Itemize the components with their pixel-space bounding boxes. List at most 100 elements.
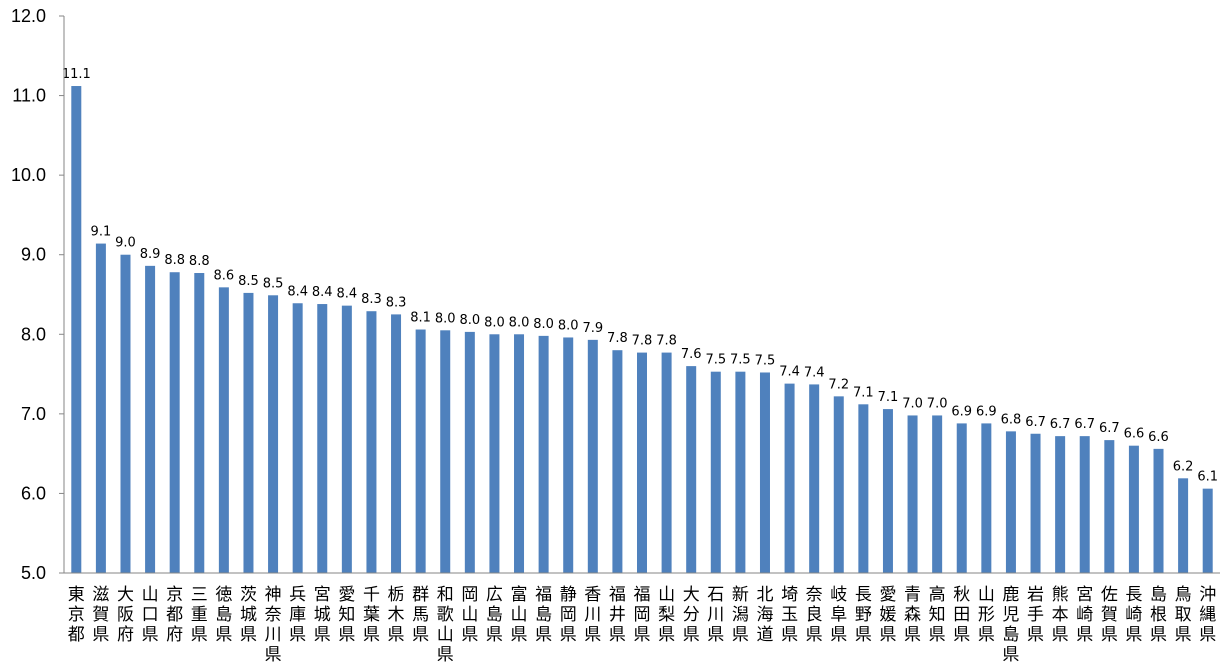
- bars: [71, 86, 1213, 573]
- category-label: 山口県: [142, 585, 159, 645]
- data-label: 7.5: [755, 353, 776, 368]
- category-label: 奈良県: [806, 585, 823, 645]
- category-label: 東京都: [68, 585, 85, 645]
- bar: [366, 311, 377, 573]
- bar: [932, 415, 943, 573]
- category-label: 山形県: [978, 585, 995, 645]
- bar: [710, 371, 721, 573]
- data-label: 8.0: [533, 317, 554, 332]
- data-label: 8.3: [386, 295, 407, 310]
- data-label: 11.1: [62, 67, 91, 82]
- data-label: 6.2: [1173, 459, 1194, 474]
- category-label: 愛知県: [338, 585, 355, 645]
- data-label: 8.8: [189, 254, 210, 269]
- bar: [169, 272, 180, 573]
- y-tick-label: 11.0: [12, 86, 46, 106]
- category-label: 埼玉県: [781, 585, 798, 645]
- bar: [218, 287, 229, 573]
- data-label: 7.8: [656, 334, 677, 349]
- category-label: 茨城県: [240, 585, 257, 645]
- bar: [956, 423, 967, 573]
- category-label: 熊本県: [1052, 585, 1069, 645]
- data-label: 8.3: [361, 292, 382, 307]
- category-label: 宮城県: [314, 585, 331, 645]
- y-tick-label: 6.0: [21, 483, 46, 503]
- data-label: 8.4: [312, 285, 333, 300]
- bar: [1030, 433, 1041, 573]
- bar: [268, 295, 279, 573]
- category-label: 沖縄県: [1199, 585, 1216, 645]
- bar: [538, 335, 549, 573]
- data-label: 8.9: [140, 247, 161, 262]
- data-label: 8.0: [459, 313, 480, 328]
- bar: [292, 303, 303, 573]
- bar: [833, 396, 844, 573]
- data-label: 8.0: [435, 311, 456, 326]
- bar: [1128, 445, 1139, 573]
- data-label: 6.1: [1197, 470, 1218, 485]
- category-label: 香川県: [584, 585, 601, 645]
- data-label: 6.7: [1025, 415, 1046, 430]
- data-label: 9.1: [91, 225, 112, 240]
- category-label: 群馬県: [412, 585, 429, 645]
- bar: [1005, 431, 1016, 573]
- category-label: 佐賀県: [1101, 585, 1118, 645]
- category-label: 滋賀県: [92, 585, 109, 645]
- category-label: 宮崎県: [1076, 585, 1093, 645]
- category-label: 鹿児島県: [1002, 585, 1019, 665]
- category-label: 山梨県: [658, 585, 675, 645]
- bar: [341, 305, 352, 573]
- data-label: 6.8: [1001, 412, 1022, 427]
- bar: [1055, 436, 1066, 573]
- data-label: 6.9: [976, 404, 997, 419]
- category-label: 青森県: [904, 585, 921, 645]
- bar: [1202, 488, 1213, 573]
- data-label: 8.5: [263, 276, 284, 291]
- bar: [440, 330, 451, 573]
- data-label: 8.0: [558, 318, 579, 333]
- category-label: 高知県: [929, 585, 946, 645]
- bar: [464, 331, 475, 573]
- bar: [907, 415, 918, 573]
- bar: [882, 409, 893, 573]
- data-label: 9.0: [115, 236, 136, 251]
- y-tick-label: 9.0: [21, 245, 46, 265]
- category-label: 長崎県: [1125, 585, 1142, 645]
- bar: [514, 334, 525, 573]
- category-label: 新潟県: [732, 585, 749, 645]
- category-label: 石川県: [707, 585, 724, 645]
- data-label: 8.0: [484, 315, 505, 330]
- data-label: 7.0: [902, 396, 923, 411]
- data-label: 8.4: [287, 284, 308, 299]
- category-label: 岡山県: [461, 585, 478, 645]
- data-label: 8.6: [214, 268, 235, 283]
- y-axis: 5.0 6.0 7.0 8.0 9.0 10.0 11.0 12.0: [11, 6, 64, 583]
- category-label: 愛媛県: [879, 585, 896, 645]
- bar: [686, 366, 697, 573]
- category-label: 福岡県: [634, 585, 651, 645]
- x-axis-labels: 東京都滋賀県大阪府山口県京都府三重県徳島県茨城県神奈川県兵庫県宮城県愛知県千葉県…: [68, 585, 1216, 665]
- category-label: 大分県: [683, 585, 700, 645]
- category-label: 富山県: [511, 585, 528, 645]
- category-label: 神奈川県: [265, 585, 282, 665]
- data-label: 7.4: [804, 365, 825, 380]
- bar: [858, 404, 869, 573]
- bar: [612, 350, 623, 573]
- data-label: 8.1: [410, 311, 431, 326]
- bar: [194, 273, 205, 573]
- bar: [489, 334, 500, 573]
- data-label: 7.5: [730, 353, 751, 368]
- bar: [415, 329, 426, 573]
- category-label: 栃木県: [388, 585, 405, 645]
- bar: [981, 423, 992, 573]
- bar: [809, 384, 820, 573]
- category-label: 広島県: [486, 585, 503, 645]
- category-label: 兵庫県: [289, 585, 306, 645]
- bar: [1178, 478, 1189, 573]
- data-label: 8.8: [164, 253, 185, 268]
- category-label: 三重県: [191, 585, 208, 645]
- category-label: 徳島県: [215, 585, 232, 645]
- data-label: 7.1: [878, 390, 899, 405]
- data-label: 7.0: [927, 396, 948, 411]
